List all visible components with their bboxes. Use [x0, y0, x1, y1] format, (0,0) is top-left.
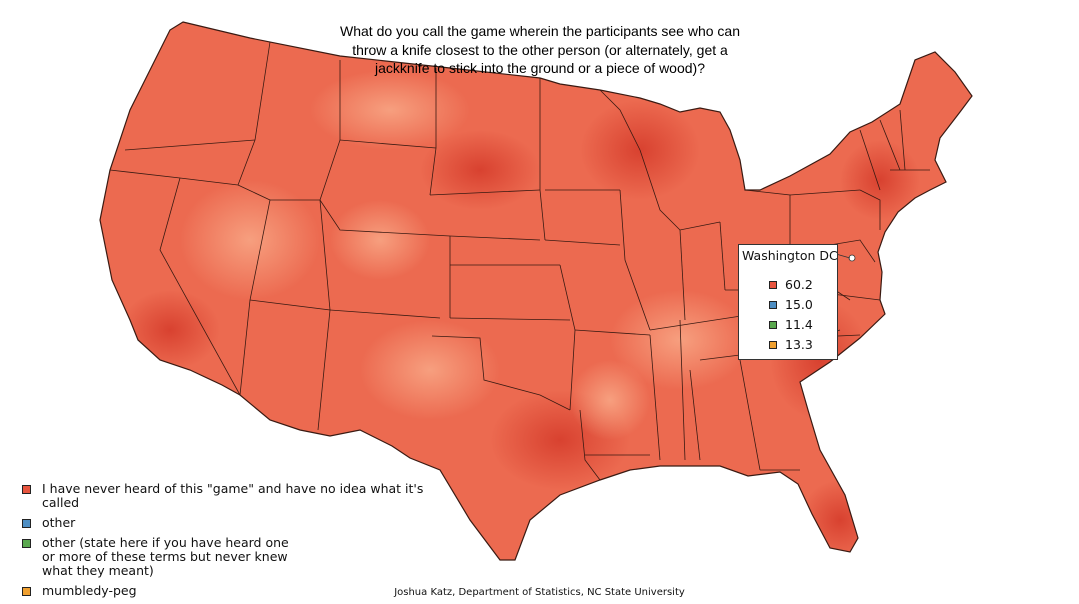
legend-item: other (state here if you have heard one … — [22, 536, 462, 578]
dc-value: 11.4 — [785, 317, 813, 332]
dc-row: 13.3 — [769, 337, 813, 352]
dc-swatch — [769, 300, 777, 309]
legend: I have never heard of this "game" and ha… — [22, 482, 462, 604]
state-borders — [99, 21, 973, 561]
dc-inset-title: Washington DC — [742, 248, 838, 263]
dc-leader-line — [835, 253, 851, 259]
legend-item: I have never heard of this "game" and ha… — [22, 482, 462, 510]
dc-swatch — [769, 280, 777, 289]
dc-row: 11.4 — [769, 317, 813, 332]
dc-row: 60.2 — [769, 277, 813, 292]
legend-swatch — [22, 539, 31, 548]
legend-label: other — [42, 515, 76, 530]
dc-swatch — [769, 340, 777, 349]
dc-value: 13.3 — [785, 337, 813, 352]
dc-value: 60.2 — [785, 277, 813, 292]
legend-item: mumbledy-peg — [22, 584, 462, 598]
legend-label: I have never heard of this "game" and ha… — [42, 481, 424, 510]
legend-label: other (state here if you have heard one … — [42, 535, 289, 578]
legend-label: mumbledy-peg — [42, 583, 137, 598]
legend-swatch — [22, 519, 31, 528]
legend-swatch — [22, 485, 31, 494]
credit: Joshua Katz, Department of Statistics, N… — [394, 587, 685, 598]
dc-inset: Washington DC 60.2 15.0 11.4 13.3 — [738, 244, 838, 360]
legend-item: other — [22, 516, 462, 530]
dc-value: 15.0 — [785, 297, 813, 312]
map-title: What do you call the game wherein the pa… — [340, 23, 741, 76]
legend-swatch — [22, 587, 31, 596]
dc-swatch — [769, 320, 777, 329]
dc-row: 15.0 — [769, 297, 813, 312]
